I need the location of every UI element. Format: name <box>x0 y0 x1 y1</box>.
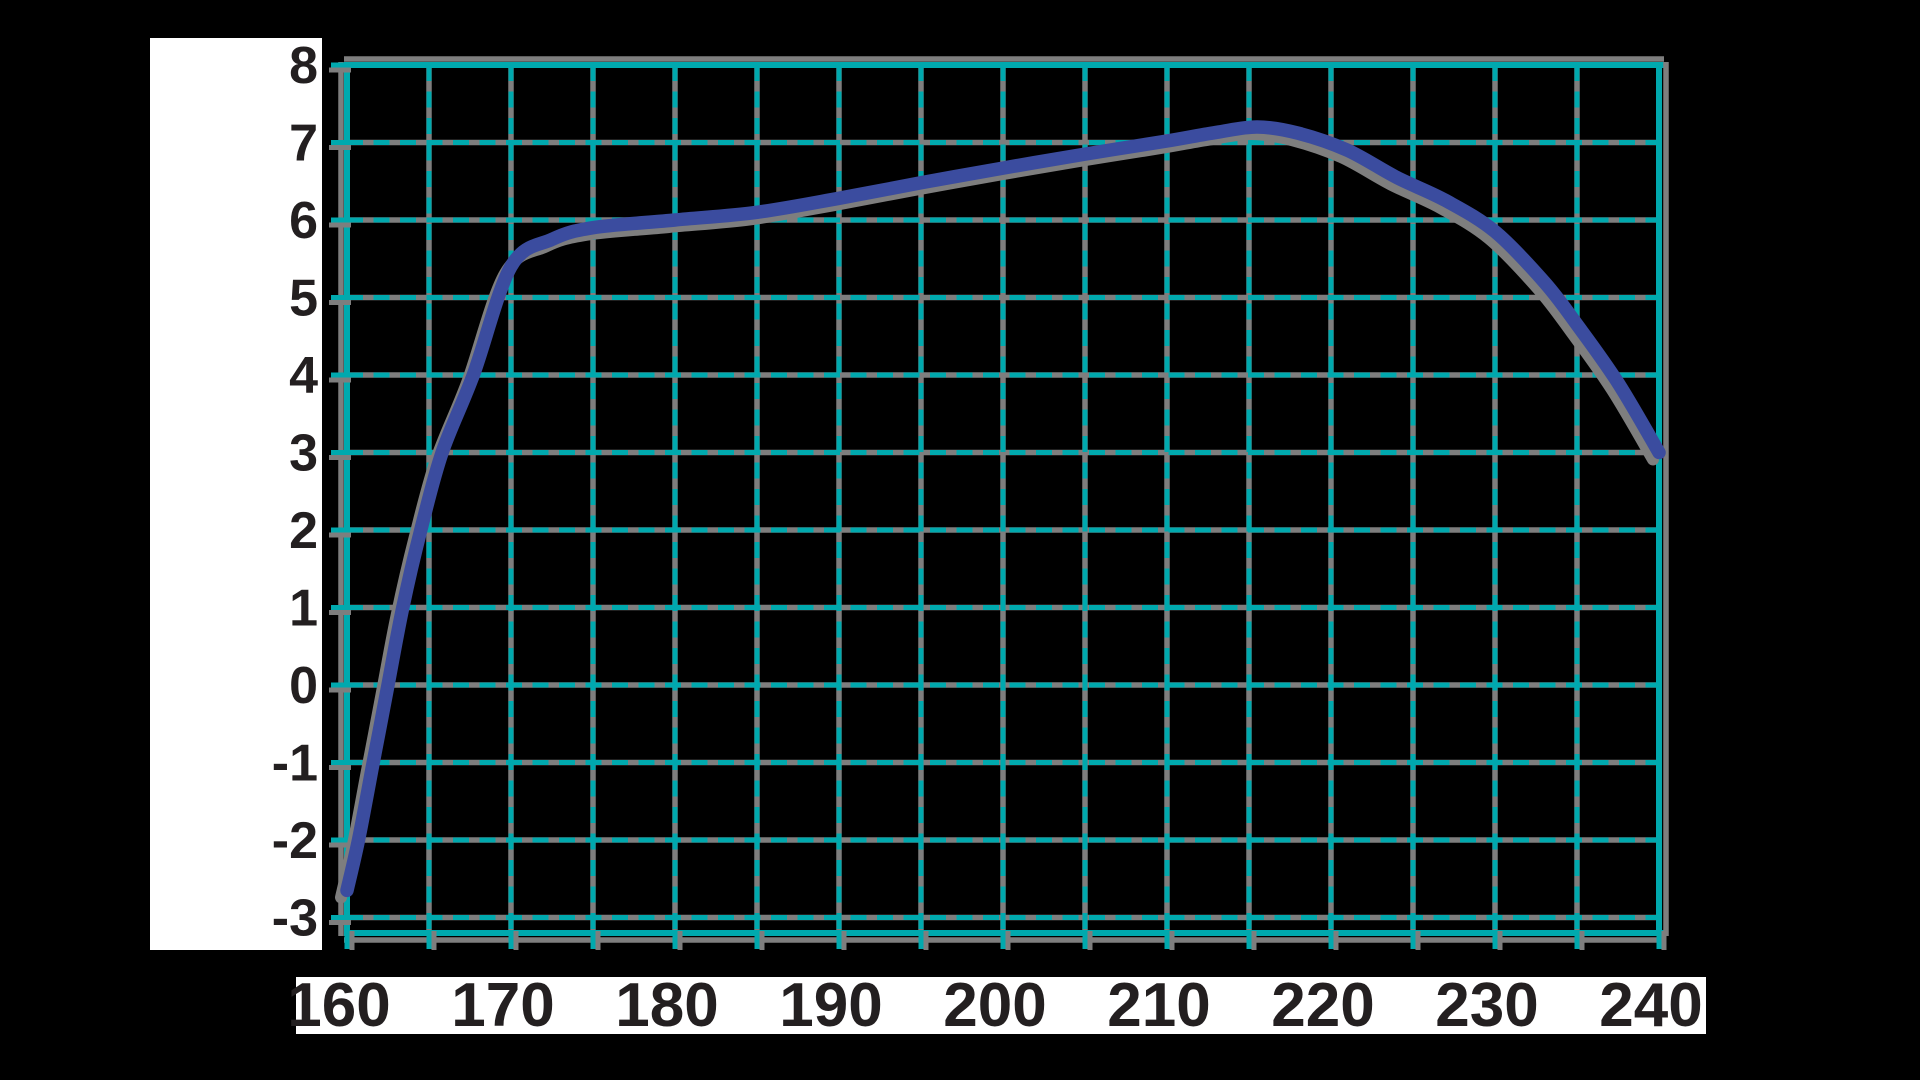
y-tick-label: 8 <box>289 37 318 95</box>
y-label-white-band <box>150 38 322 950</box>
y-tick-label: 4 <box>289 347 318 405</box>
x-tick-label: 190 <box>779 971 882 1040</box>
data-curve-group <box>335 120 1666 904</box>
x-tick-label: 210 <box>1107 971 1210 1040</box>
plot-border <box>338 56 1669 943</box>
y-tick-label: 2 <box>289 502 318 560</box>
data-curve <box>340 120 1666 898</box>
x-tick-label: 200 <box>943 971 1046 1040</box>
y-tick-label: -2 <box>272 812 318 870</box>
x-tick-label: 180 <box>615 971 718 1040</box>
y-tick-label: -1 <box>272 735 318 793</box>
y-tick-label: 7 <box>289 115 318 173</box>
x-tick-label: 240 <box>1599 971 1702 1040</box>
x-tick-label: 170 <box>451 971 554 1040</box>
label-background-patches <box>150 38 1706 1034</box>
gridline-teal-dashes <box>347 65 1659 933</box>
y-tick-label: 6 <box>289 192 318 250</box>
y-tick-label: 3 <box>289 425 318 483</box>
y-tick-label: 1 <box>289 580 318 638</box>
y-tick-label: 0 <box>289 657 318 715</box>
x-tick-label: 160 <box>287 971 390 1040</box>
y-tick-label: -3 <box>272 890 318 948</box>
x-tick-label: 230 <box>1435 971 1538 1040</box>
axis-ticks <box>329 62 1667 950</box>
x-label-white-band <box>296 977 1706 1034</box>
x-tick-label: 220 <box>1271 971 1374 1040</box>
y-tick-label: 5 <box>289 270 318 328</box>
